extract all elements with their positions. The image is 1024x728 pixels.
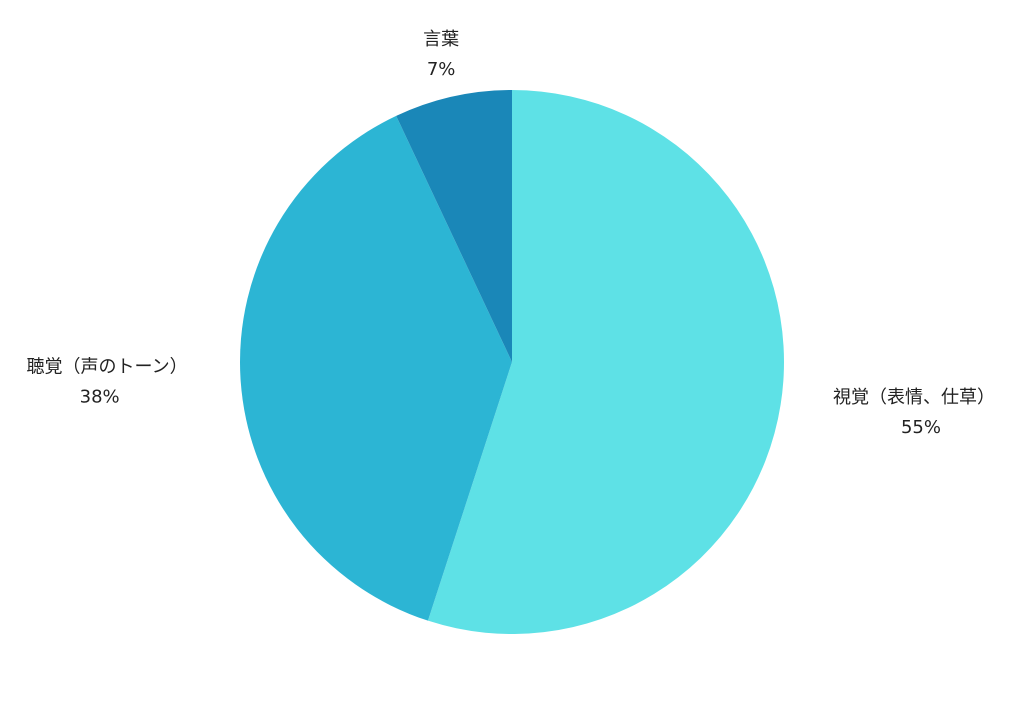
value-label: 38% <box>80 386 120 407</box>
value-label: 7% <box>427 59 456 80</box>
value-label: 55% <box>901 417 941 438</box>
pie-slice <box>427 90 785 634</box>
pie-slice <box>396 90 512 362</box>
slice-label: 聴覚（声のトーン） <box>27 356 188 377</box>
slice-label: 言葉 <box>423 29 459 50</box>
slice-label: 視覚（表情、仕草） <box>833 387 995 408</box>
pie-slice <box>240 115 512 621</box>
